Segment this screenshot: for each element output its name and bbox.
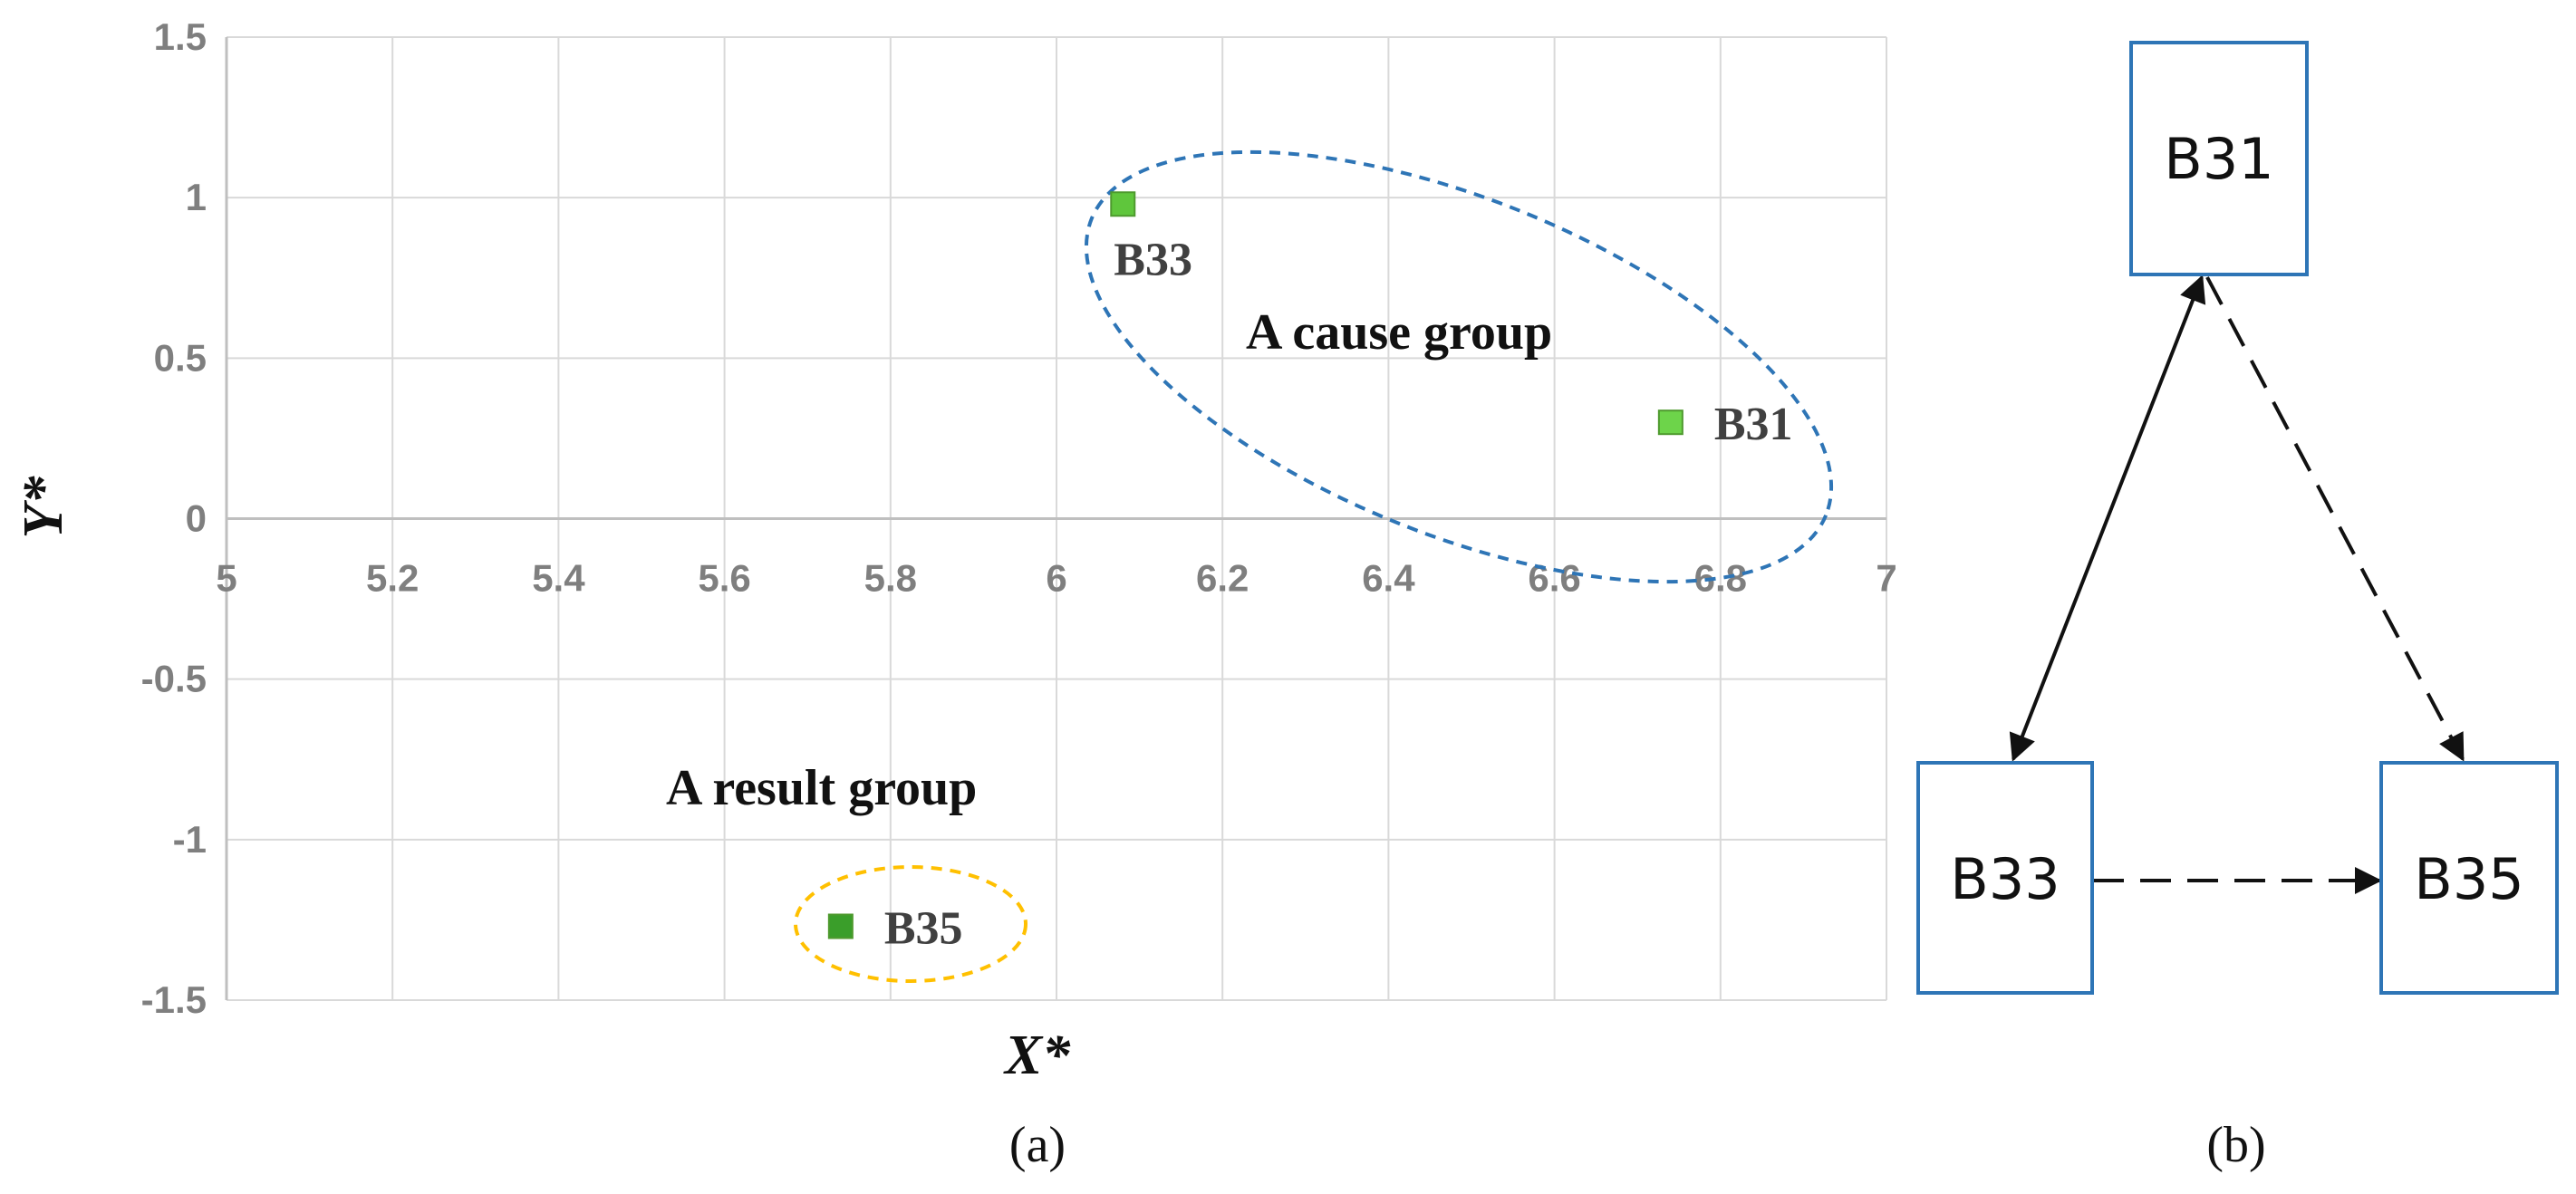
node-b33: B33 [1916,761,2094,995]
x-tick-label: 5 [216,557,236,600]
y-tick-label: -1.5 [141,978,207,1021]
x-tick-label: 5.4 [532,557,585,600]
relationship-diagram: B31 B33 B35 (b) [1916,41,2559,1173]
x-tick-label: 5.8 [864,557,917,600]
svg-text:B33: B33 [1950,846,2060,912]
y-tick-label: 0.5 [154,336,207,379]
node-b31: B31 [2129,41,2309,276]
x-tick-label: 5.6 [698,557,750,600]
point-label-b35: B35 [884,903,963,955]
x-tick-label: 6.2 [1196,557,1249,600]
panel-b-caption: (b) [2206,1117,2265,1173]
data-points [827,191,1684,939]
x-tick-label: 6.6 [1528,557,1580,600]
svg-text:B35: B35 [2414,846,2523,912]
y-tick-label: -0.5 [141,658,207,700]
data-point-b35 [827,913,854,939]
y-axis-label: Y* [13,476,74,539]
y-tick-labels: 1.5 1 0.5 0 -0.5 -1 -1.5 [141,15,207,1021]
edge-b31-b35 [2205,276,2465,762]
node-b35: B35 [2379,761,2559,995]
data-point-b31 [1657,409,1684,436]
panel-a-caption: (a) [1009,1117,1066,1173]
edge-b31-b33 [2009,274,2206,762]
x-tick-labels: 5 5.2 5.4 5.6 5.8 6 6.2 6.4 6.6 6.8 7 [216,557,1896,600]
group-ellipses [794,149,1834,983]
x-tick-label: 5.2 [366,557,419,600]
svg-text:B31: B31 [2164,126,2273,192]
x-tick-label: 6.4 [1362,557,1415,600]
x-tick-label: 7 [1876,557,1896,600]
point-labels: B33 B31 B35 [884,234,1793,954]
cause-group-label: A cause group [1246,304,1552,361]
y-tick-label: 1 [186,176,207,218]
x-tick-label: 6 [1046,557,1066,600]
cause-group-ellipse [1084,149,1834,584]
result-group-label: A result group [666,760,977,816]
y-tick-label: -1 [173,818,207,861]
x-tick-label: 6.8 [1694,557,1747,600]
data-point-b33 [1110,191,1136,217]
chart-grid [226,36,1887,1001]
chart-axes [225,37,1886,1000]
scatter-chart: 5 5.2 5.4 5.6 5.8 6 6.2 6.4 6.6 6.8 7 1.5 1 0.5 0 -0.5… [13,15,1897,1173]
point-label-b33: B33 [1114,234,1192,285]
y-tick-label: 1.5 [154,15,207,58]
y-tick-label: 0 [186,497,207,540]
result-group-ellipse [794,865,1028,983]
point-label-b31: B31 [1714,399,1793,450]
x-axis-label: X* [1003,1025,1071,1086]
